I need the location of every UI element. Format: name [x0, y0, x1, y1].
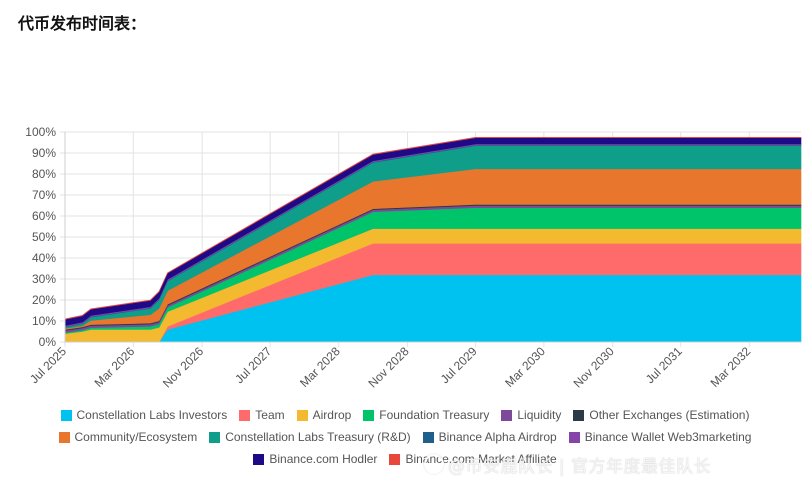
legend-swatch	[239, 409, 251, 421]
y-tick-label: 0%	[39, 335, 57, 349]
legend-item[interactable]: Community/Ecosystem	[58, 430, 198, 444]
legend-item[interactable]: Foundation Treasury	[363, 408, 489, 422]
y-tick-label: 90%	[32, 146, 56, 160]
legend-label: Binance Wallet Web3marketing	[584, 430, 752, 444]
x-tick-label: Jul 2031	[643, 344, 685, 386]
watermark-text: @币安鹿队长 | 官方年度最佳队长	[448, 457, 712, 477]
watermark: @币安鹿队长 | 官方年度最佳队长	[424, 452, 711, 477]
chart-legend: Constellation Labs Investors Team Airdrop F…	[0, 404, 810, 470]
legend-row: Community/Ecosystem Constellation Labs Tr…	[0, 426, 810, 448]
y-tick-label: 70%	[32, 188, 56, 202]
legend-item[interactable]: Binance Wallet Web3marketing	[568, 430, 752, 444]
legend-swatch	[573, 409, 585, 421]
legend-item[interactable]: Constellation Labs Treasury (R&D)	[209, 430, 411, 444]
y-tick-label: 60%	[32, 209, 56, 223]
legend-swatch	[58, 431, 70, 443]
legend-item[interactable]: Constellation Labs Investors	[60, 408, 228, 422]
legend-item[interactable]: Liquidity	[501, 408, 561, 422]
legend-label: Foundation Treasury	[379, 408, 490, 422]
area-binance-com-market-affiliate	[64, 137, 802, 320]
legend-swatch	[568, 431, 580, 443]
x-tick-label: Nov 2028	[365, 344, 411, 390]
legend-row: Constellation Labs Investors Team Airdrop F…	[0, 404, 810, 426]
x-tick-label: Mar 2026	[92, 344, 138, 390]
x-tick-label: Mar 2028	[297, 344, 343, 390]
legend-item[interactable]: Airdrop	[296, 408, 352, 422]
legend-swatch	[296, 409, 308, 421]
watermark-logo-icon	[424, 454, 444, 474]
legend-label: Constellation Labs Treasury (R&D)	[225, 430, 411, 444]
legend-row: Binance.com Hodler Binance.com Market Aff…	[0, 448, 810, 470]
stacked-areas	[64, 137, 802, 343]
legend-label: Community/Ecosystem	[74, 430, 198, 444]
legend-label: Binance.com Hodler	[269, 452, 378, 466]
legend-label: Constellation Labs Investors	[76, 408, 228, 422]
page-title: 代币发布时间表：	[18, 14, 147, 33]
legend-swatch	[389, 453, 401, 465]
legend-label: Team	[255, 408, 285, 422]
x-tick-label: Jul 2025	[27, 344, 69, 386]
legend-label: Liquidity	[517, 408, 562, 422]
legend-swatch	[60, 409, 72, 421]
legend-item[interactable]: Team	[239, 408, 285, 422]
y-tick-label: 40%	[32, 251, 56, 265]
token-unlock-chart: 0% 10% 20% 30% 40% 50% 60% 70% 80% 90% 100% Jul 202…	[25, 125, 802, 390]
x-tick-label: Jul 2029	[438, 344, 480, 386]
y-tick-label: 100%	[25, 125, 56, 139]
x-tick-label: Mar 2030	[502, 344, 548, 390]
legend-label: Other Exchanges (Estimation)	[589, 408, 750, 422]
legend-item[interactable]: Other Exchanges (Estimation)	[573, 408, 749, 422]
legend-swatch	[501, 409, 513, 421]
y-tick-label: 80%	[32, 167, 56, 181]
x-tick-label: Mar 2032	[708, 344, 754, 390]
y-tick-label: 10%	[32, 314, 56, 328]
legend-swatch	[422, 431, 434, 443]
legend-swatch	[253, 453, 265, 465]
x-tick-label: Nov 2030	[571, 344, 617, 390]
legend-item[interactable]: Binance.com Hodler	[253, 452, 377, 466]
y-tick-label: 50%	[32, 230, 56, 244]
y-tick-label: 30%	[32, 272, 56, 286]
legend-item[interactable]: Binance Alpha Airdrop	[422, 430, 557, 444]
legend-swatch	[209, 431, 221, 443]
legend-swatch	[363, 409, 375, 421]
x-tick-label: Nov 2026	[160, 344, 206, 390]
y-tick-label: 20%	[32, 293, 56, 307]
x-tick-label: Jul 2027	[232, 344, 274, 386]
legend-label: Binance Alpha Airdrop	[438, 430, 557, 444]
legend-label: Airdrop	[312, 408, 352, 422]
